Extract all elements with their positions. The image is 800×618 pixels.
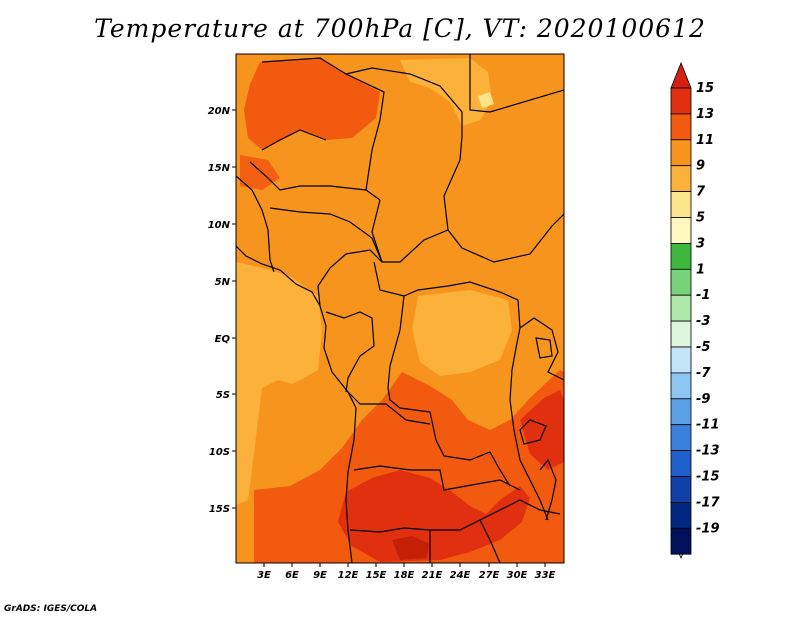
colorbar-swatch	[670, 87, 692, 115]
colorbar-label: -13	[696, 444, 720, 459]
colorbar-label: 13	[696, 107, 714, 122]
colorbar-label: 7	[696, 185, 706, 200]
colorbar-top-arrow	[670, 61, 692, 89]
colorbar-swatch	[670, 217, 692, 244]
colorbar-label: 15	[696, 81, 714, 96]
field-above-15	[392, 536, 430, 560]
colorbar-label: -17	[696, 495, 720, 510]
colorbar-swatch	[670, 191, 692, 218]
lat-tick-label: EQ	[215, 334, 231, 345]
lon-tick-label: 9E	[313, 570, 327, 581]
lat-axis: 20N 15N 10N 5N EQ 5S 10S 15S	[208, 106, 236, 515]
colorbar-swatch	[670, 398, 692, 426]
colorbar-label: 3	[696, 236, 705, 251]
lat-tick-label: 20N	[208, 106, 231, 117]
lon-tick-label: 6E	[285, 570, 299, 581]
lat-tick-label: 10S	[209, 447, 230, 458]
colorbar-swatch	[670, 139, 692, 167]
colorbar-swatch	[670, 113, 692, 141]
colorbar-swatch	[670, 346, 692, 374]
field-7-9-central	[412, 290, 512, 376]
lon-tick-label: 33E	[535, 570, 556, 581]
field-7-9-ocean	[236, 262, 322, 505]
lon-tick-label: 12E	[338, 570, 359, 581]
colorbar-label: -7	[696, 366, 711, 381]
lon-tick-label: 15E	[366, 570, 387, 581]
colorbar-label: 5	[696, 211, 705, 226]
grads-credit: GrADS: IGES/COLA	[4, 604, 98, 614]
lon-tick-label: 27E	[479, 570, 500, 581]
colorbar-swatch	[670, 450, 692, 477]
colorbar-swatch	[670, 372, 692, 400]
lon-tick-label: 18E	[394, 570, 415, 581]
colorbar-label: -11	[696, 418, 720, 433]
map-title: Temperature at 700hPa [C], VT: 202010061…	[94, 14, 706, 43]
lon-tick-label: 30E	[507, 570, 528, 581]
colorbar-swatch	[670, 294, 692, 322]
field-7-9-tiny	[478, 92, 494, 108]
lon-tick-label: 24E	[450, 570, 471, 581]
colorbar-label: -5	[696, 340, 710, 355]
field-13-15-south	[338, 470, 530, 562]
colorbar-label: 1	[696, 262, 705, 277]
field-7-9-north	[400, 58, 492, 126]
lat-tick-label: 10N	[208, 220, 231, 231]
colorbar-swatch	[670, 320, 692, 348]
colorbar-label: -19	[696, 521, 720, 536]
field-11-13-sahara	[244, 58, 380, 150]
lat-tick-label: 5N	[215, 277, 231, 288]
lon-tick-label: 21E	[422, 570, 443, 581]
colorbar-swatch	[670, 165, 692, 192]
map-frame	[235, 53, 565, 564]
colorbar-label: -3	[696, 314, 710, 329]
lat-tick-label: 15S	[209, 504, 230, 515]
field-11-13-chad	[240, 155, 280, 190]
colorbar-label: -9	[696, 392, 710, 407]
lon-tick-label: 3E	[257, 570, 271, 581]
colorbar-swatch	[670, 242, 692, 270]
colorbar-swatch	[670, 268, 692, 296]
country-borders	[236, 54, 564, 563]
lat-tick-label: 15N	[208, 163, 231, 174]
colorbar-label: 9	[696, 159, 705, 174]
colorbar-swatch	[670, 527, 692, 555]
colorbar-swatch	[670, 424, 692, 452]
lat-tick-label: 5S	[216, 390, 230, 401]
temperature-field	[236, 54, 564, 563]
colorbar-label: 11	[696, 133, 714, 148]
colorbar: 15 13 11 9 7 5 3 1 -1 -3 -5 -7 -9 -11 -13 -15 -17 -19	[670, 61, 720, 560]
colorbar-label: -1	[696, 288, 710, 303]
colorbar-label: -15	[696, 470, 720, 485]
lon-axis: 3E 6E 9E 12E 15E 18E 21E 24E 27E 30E 33E	[257, 563, 556, 581]
colorbar-swatch	[670, 501, 692, 529]
field-13-15-east	[520, 390, 564, 470]
colorbar-swatch	[670, 476, 692, 503]
